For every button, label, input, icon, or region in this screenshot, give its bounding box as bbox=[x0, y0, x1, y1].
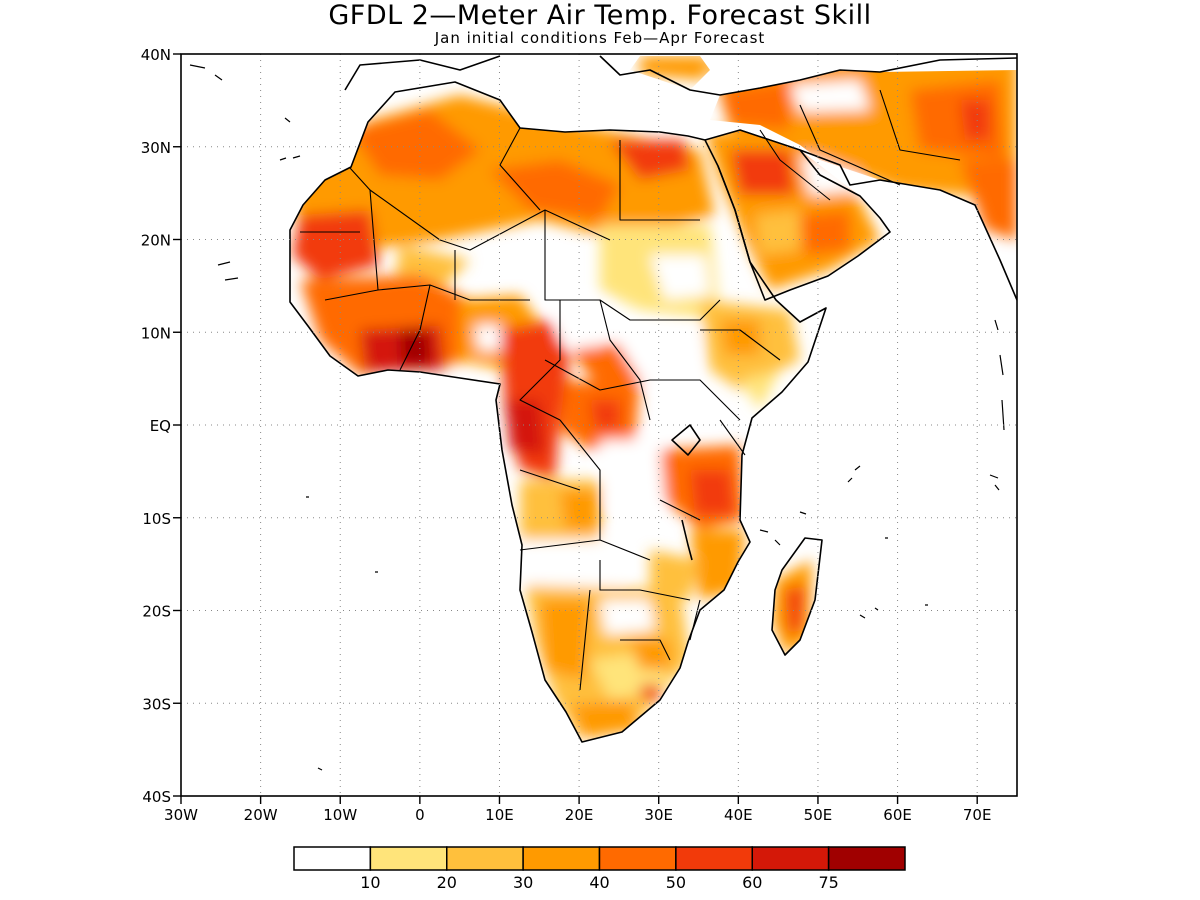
lat-tick-label: 10S bbox=[142, 510, 171, 528]
lon-tick-label: 0 bbox=[415, 806, 425, 824]
lat-tick-label: 40N bbox=[141, 46, 171, 64]
lat-tick-label: 30S bbox=[142, 695, 171, 713]
legend-swatch bbox=[293, 846, 372, 871]
longitude-axis: 30W 20W 10W 0 10E 20E 30E 40E 50E 60E 70E bbox=[164, 796, 991, 824]
lon-tick-label: 60E bbox=[883, 806, 912, 824]
legend-level-label: 10 bbox=[360, 873, 380, 892]
skill-field bbox=[290, 56, 1017, 742]
lon-tick-label: 50E bbox=[804, 806, 833, 824]
figure-title: GFDL 2—Meter Air Temp. Forecast Skill bbox=[328, 0, 872, 31]
color-legend: 10 20 30 40 50 60 75 bbox=[293, 846, 906, 892]
lon-tick-label: 10W bbox=[323, 806, 357, 824]
lat-tick-label: EQ bbox=[150, 417, 171, 435]
legend-level-label: 20 bbox=[437, 873, 457, 892]
lat-tick-label: 40S bbox=[142, 788, 171, 806]
lon-tick-label: 30W bbox=[164, 806, 198, 824]
lat-tick-label: 30N bbox=[141, 139, 171, 157]
lon-tick-label: 10E bbox=[485, 806, 514, 824]
legend-swatch bbox=[369, 846, 448, 871]
lat-tick-label: 10N bbox=[141, 324, 171, 342]
legend-swatch bbox=[598, 846, 677, 871]
persian-gulf-coast bbox=[799, 149, 1017, 301]
lake-victoria bbox=[671, 424, 701, 456]
lon-tick-label: 30E bbox=[644, 806, 673, 824]
legend-swatch bbox=[522, 846, 601, 871]
legend-level-label: 75 bbox=[818, 873, 838, 892]
arabia-coastline bbox=[704, 129, 891, 301]
madagascar-coastline bbox=[771, 537, 823, 656]
legend-level-label: 50 bbox=[666, 873, 686, 892]
lat-tick-label: 20N bbox=[141, 232, 171, 250]
lon-tick-label: 40E bbox=[724, 806, 753, 824]
figure-subtitle: Jan initial conditions Feb—Apr Forecast bbox=[434, 29, 766, 47]
legend-level-label: 40 bbox=[589, 873, 609, 892]
legend-swatch bbox=[446, 846, 524, 871]
lake-malawi bbox=[681, 519, 693, 561]
small-islands bbox=[189, 64, 1005, 771]
lon-tick-label: 20E bbox=[565, 806, 594, 824]
legend-swatch bbox=[675, 846, 753, 871]
latitude-axis: 40N 30N 20N 10N EQ 10S 20S 30S 40S bbox=[141, 46, 181, 806]
lon-tick-label: 70E bbox=[963, 806, 992, 824]
graticule bbox=[181, 54, 1017, 796]
lat-tick-label: 20S bbox=[142, 603, 171, 621]
legend-swatch bbox=[827, 846, 906, 871]
lon-tick-label: 20W bbox=[244, 806, 278, 824]
legend-level-label: 30 bbox=[513, 873, 533, 892]
legend-level-label: 60 bbox=[742, 873, 762, 892]
legend-swatch bbox=[751, 846, 830, 871]
